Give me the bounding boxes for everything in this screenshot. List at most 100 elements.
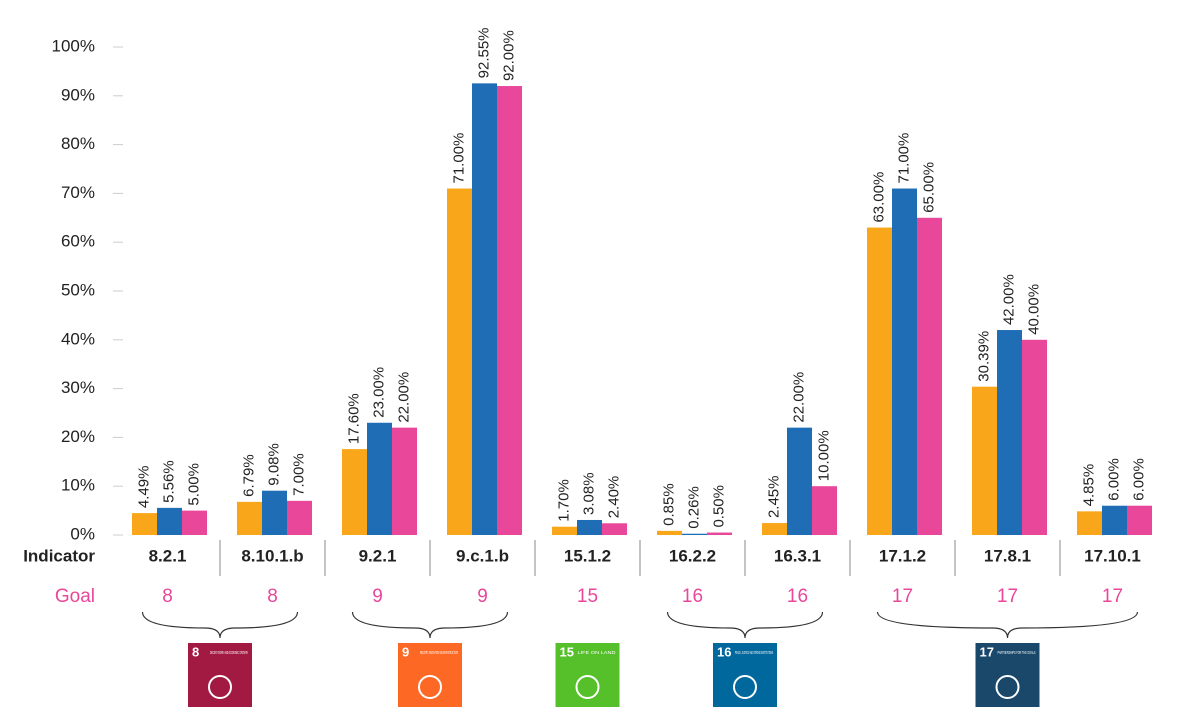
value-label: 6.79%: [240, 454, 257, 497]
value-label: 40.00%: [1025, 284, 1042, 335]
value-label: 63.00%: [870, 172, 887, 223]
value-label: 17.60%: [345, 393, 362, 444]
value-label: 23.00%: [370, 367, 387, 418]
value-label: 5.56%: [160, 460, 177, 503]
goal-icon-glyph: [418, 675, 442, 699]
x-tick-label: 15.1.2: [564, 546, 611, 565]
goal-number: 9: [372, 586, 383, 607]
x-tick-label: 17.10.1: [1084, 546, 1141, 565]
value-label: 3.08%: [580, 472, 597, 515]
y-tick-label: 100%: [52, 36, 95, 55]
y-tick-label: 50%: [61, 280, 95, 299]
x-tick-label: 17.8.1: [984, 546, 1031, 565]
bar: [762, 523, 787, 535]
brace: [666, 611, 824, 639]
bar: [917, 217, 942, 536]
brace: [351, 611, 509, 639]
brace: [141, 611, 299, 639]
bar: [812, 486, 837, 535]
value-label: 9.08%: [265, 443, 282, 486]
bar: [682, 533, 707, 535]
goal-icon-glyph: [208, 675, 232, 699]
bar: [447, 188, 472, 535]
brace: [876, 611, 1139, 639]
goal-number: 8: [162, 586, 173, 607]
y-tick-label: 80%: [61, 134, 95, 153]
bar: [552, 526, 577, 535]
goal-icon-title: PARTNERSHIPS FOR THE GOALS: [998, 650, 1036, 655]
goal-number: 16: [787, 586, 808, 607]
bar: [972, 386, 997, 535]
goal-number: 9: [477, 586, 488, 607]
value-label: 65.00%: [920, 162, 937, 213]
goal-icon-title: PEACE, JUSTICE AND STRONG INSTITUTIONS: [735, 650, 773, 655]
bar: [787, 427, 812, 535]
goal-number: 8: [267, 586, 278, 607]
y-tick-label: 60%: [61, 232, 95, 251]
goal-label: Goal: [55, 586, 95, 607]
bar: [157, 507, 182, 535]
bar: [1102, 505, 1127, 535]
bar: [1022, 339, 1047, 535]
x-tick-label: 16.2.2: [669, 546, 716, 565]
bar: [392, 427, 417, 535]
bar: [497, 86, 522, 535]
value-label: 1.70%: [555, 479, 572, 522]
goal-icon-title: INDUSTRY, INNOVATION AND INFRASTRUCTURE: [420, 650, 458, 655]
bar: [342, 449, 367, 535]
bar: [367, 422, 392, 535]
bar: [472, 83, 497, 535]
y-tick-label: 30%: [61, 378, 95, 397]
x-tick-label: 17.1.2: [879, 546, 926, 565]
value-label: 71.00%: [895, 133, 912, 184]
goal-number: 17: [892, 586, 913, 607]
y-tick-label: 40%: [61, 329, 95, 348]
value-label: 71.00%: [450, 133, 467, 184]
goal-icon-glyph: [995, 675, 1020, 699]
value-label: 4.85%: [1080, 464, 1097, 507]
x-tick-label: 8.10.1.b: [241, 546, 303, 565]
value-label: 0.26%: [685, 486, 702, 529]
bar: [132, 513, 157, 535]
value-label: 22.00%: [395, 372, 412, 423]
value-label: 10.00%: [815, 430, 832, 481]
goal-number: 15: [577, 586, 598, 607]
goal-icon-title: DECENT WORK AND ECONOMIC GROWTH: [210, 650, 248, 655]
goal-icon-glyph: [733, 675, 757, 699]
bar: [1077, 511, 1102, 535]
value-label: 92.55%: [475, 27, 492, 78]
x-tick-label: 9.2.1: [359, 546, 397, 565]
value-label: 4.49%: [135, 466, 152, 509]
bar: [707, 532, 732, 535]
y-tick-label: 70%: [61, 183, 95, 202]
bar: [867, 227, 892, 535]
bar: [997, 330, 1022, 535]
value-label: 22.00%: [790, 372, 807, 423]
value-label: 42.00%: [1000, 274, 1017, 325]
value-label: 30.39%: [975, 331, 992, 382]
value-label: 0.50%: [710, 485, 727, 528]
value-label: 6.00%: [1130, 458, 1147, 501]
bar: [577, 519, 602, 535]
goal-icon-number: 17: [980, 644, 994, 659]
goal-icon-number: 15: [560, 644, 574, 659]
goal-icon-glyph: [575, 675, 600, 699]
y-tick-label: 90%: [61, 85, 95, 104]
x-tick-label: 16.3.1: [774, 546, 821, 565]
bar: [1127, 505, 1152, 535]
indicator-label: Indicator: [23, 546, 95, 565]
goal-icon-number: 9: [402, 644, 409, 659]
y-tick-label: 10%: [61, 476, 95, 495]
goal-number: 17: [997, 586, 1018, 607]
y-tick-label: 0%: [70, 524, 95, 543]
x-tick-label: 9.c.1.b: [456, 546, 509, 565]
bar: [182, 510, 207, 535]
value-label: 7.00%: [290, 453, 307, 496]
value-label: 0.85%: [660, 483, 677, 526]
bar: [602, 523, 627, 535]
y-tick-label: 20%: [61, 427, 95, 446]
value-label: 2.40%: [605, 476, 622, 519]
bar: [262, 490, 287, 535]
bar: [892, 188, 917, 535]
